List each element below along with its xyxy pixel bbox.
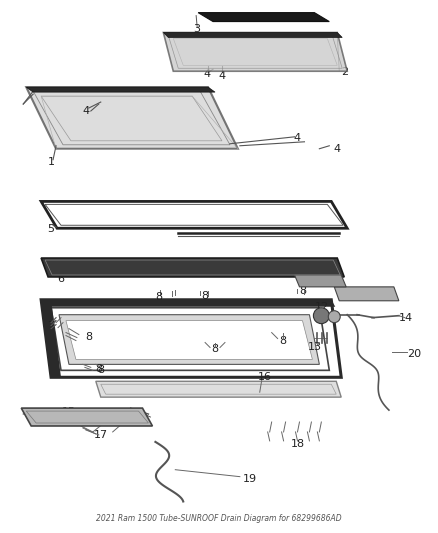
Polygon shape bbox=[26, 87, 215, 92]
Text: 4: 4 bbox=[204, 69, 211, 79]
Text: 9: 9 bbox=[367, 291, 374, 301]
Text: 7: 7 bbox=[47, 321, 55, 330]
Text: 12: 12 bbox=[315, 302, 329, 312]
Text: 2021 Ram 1500 Tube-SUNROOF Drain Diagram for 68299686AD: 2021 Ram 1500 Tube-SUNROOF Drain Diagram… bbox=[96, 514, 342, 523]
Text: 20: 20 bbox=[407, 350, 421, 359]
Text: 8: 8 bbox=[201, 291, 208, 301]
Text: 4: 4 bbox=[294, 133, 301, 143]
Text: 8: 8 bbox=[97, 365, 104, 375]
Polygon shape bbox=[41, 300, 335, 307]
Text: 8: 8 bbox=[155, 292, 162, 302]
Text: 14: 14 bbox=[399, 313, 413, 322]
Text: 8: 8 bbox=[212, 344, 219, 354]
Text: 17: 17 bbox=[94, 430, 108, 440]
Polygon shape bbox=[66, 321, 312, 359]
Text: 8: 8 bbox=[85, 332, 92, 342]
Text: 11: 11 bbox=[322, 258, 336, 268]
Polygon shape bbox=[334, 287, 399, 301]
Polygon shape bbox=[294, 275, 346, 287]
Polygon shape bbox=[96, 381, 341, 397]
Text: 15: 15 bbox=[62, 407, 76, 417]
Polygon shape bbox=[26, 87, 238, 149]
Text: 2: 2 bbox=[341, 67, 348, 77]
Text: 8: 8 bbox=[299, 286, 306, 296]
Polygon shape bbox=[21, 408, 152, 426]
Text: 18: 18 bbox=[290, 439, 304, 449]
Text: 16: 16 bbox=[258, 372, 272, 382]
Text: 8: 8 bbox=[279, 336, 286, 345]
Polygon shape bbox=[41, 300, 61, 377]
Text: 6: 6 bbox=[57, 274, 64, 284]
Text: 19: 19 bbox=[243, 474, 257, 483]
Text: 3: 3 bbox=[194, 23, 201, 34]
Text: 4: 4 bbox=[334, 144, 341, 154]
Text: 4: 4 bbox=[219, 71, 226, 81]
Text: 1: 1 bbox=[48, 157, 55, 167]
Text: 13: 13 bbox=[307, 343, 321, 352]
Polygon shape bbox=[163, 33, 347, 71]
Polygon shape bbox=[198, 13, 329, 21]
Circle shape bbox=[314, 308, 329, 324]
Text: 8: 8 bbox=[95, 365, 102, 374]
Text: 4: 4 bbox=[82, 106, 89, 116]
Polygon shape bbox=[59, 314, 319, 365]
Circle shape bbox=[328, 311, 340, 322]
Text: 10: 10 bbox=[312, 275, 326, 285]
Polygon shape bbox=[41, 258, 344, 277]
Polygon shape bbox=[163, 33, 342, 37]
Text: 5: 5 bbox=[48, 224, 55, 234]
